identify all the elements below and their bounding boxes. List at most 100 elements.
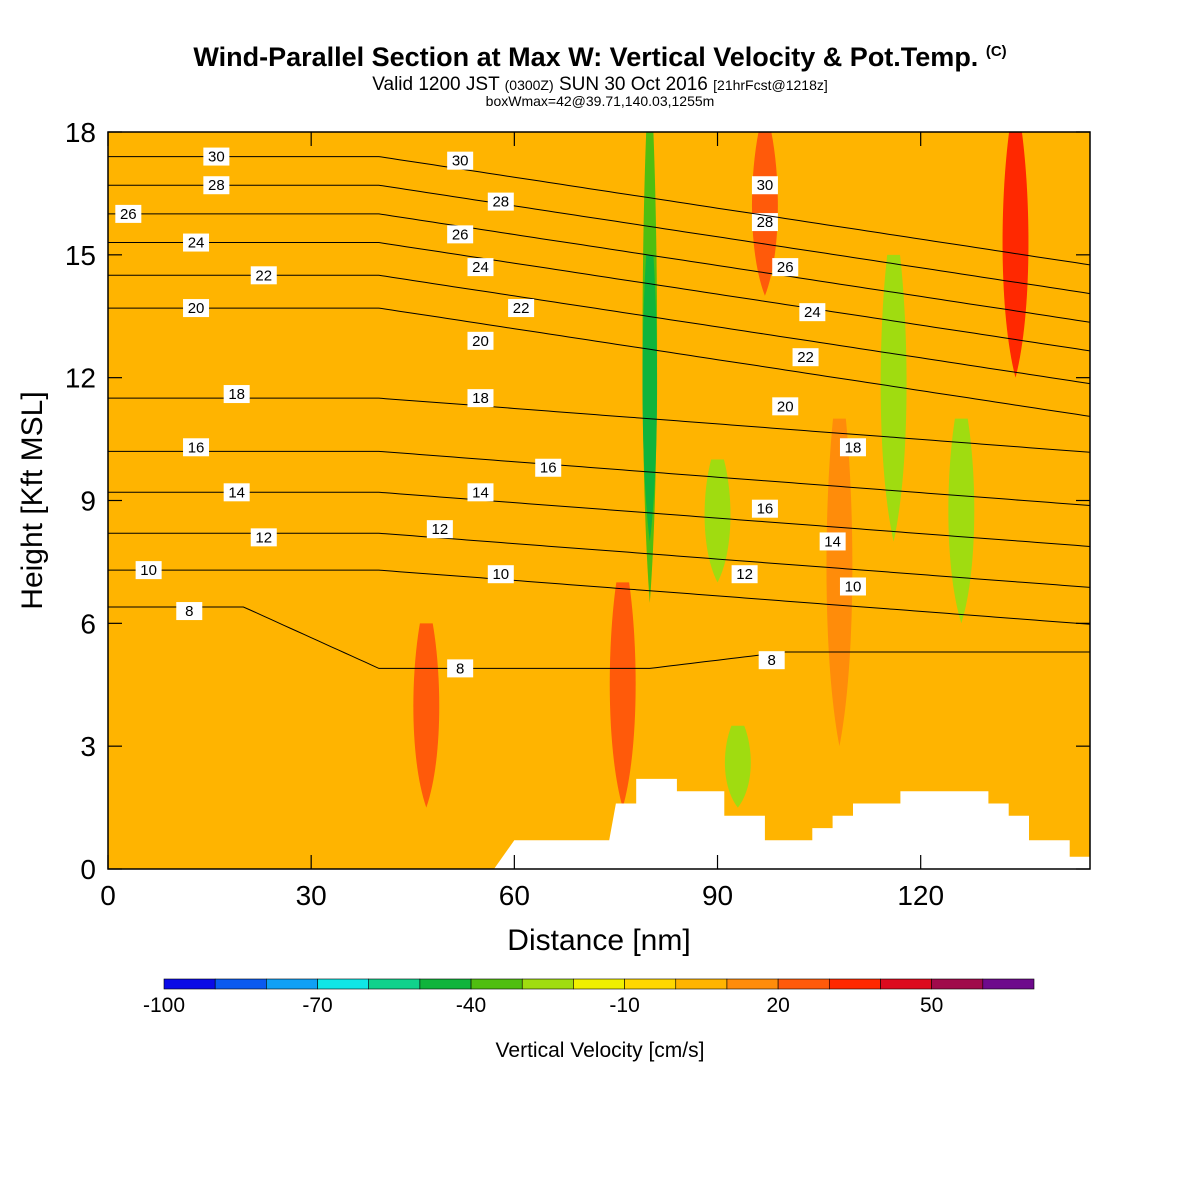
theta-label-26-0: 26: [120, 206, 137, 223]
colorbar-label: Vertical Velocity [cm/s]: [496, 1039, 705, 1062]
y-tick-label-0: 0: [80, 854, 96, 885]
theta-label-16-0: 16: [188, 439, 205, 456]
theta-label-bg-30-1: [447, 151, 474, 170]
chart-subtitle: Valid 1200 JST (0300Z) SUN 30 Oct 2016 […: [372, 74, 828, 95]
theta-label-18-1: 18: [472, 390, 489, 407]
theta-label-bg-28-2: [751, 213, 778, 232]
velocity-band-2: [704, 459, 731, 583]
theta-label-bg-14-1: [467, 483, 494, 502]
colorbar-tick-label-2: -40: [456, 994, 486, 1017]
theta-label-bg-30-0: [203, 147, 230, 166]
colorbar-swatch-5: [419, 978, 472, 990]
theta-label-bg-10-1: [487, 565, 514, 584]
theta-label-bg-16-0: [183, 438, 210, 457]
theta-label-bg-8-1: [447, 659, 474, 678]
theta-contours: 8 8 8 10 10 10 12 12 12 14 14 14 16 16 16 18 18 18 20 20 20 2…: [108, 147, 1090, 678]
colorbar-swatch-7: [521, 978, 574, 990]
theta-label-24-2: 24: [804, 304, 821, 321]
axes: 0 30 60 90 120 0 3 6 9 12 15 18 Distance [nm] Height …: [16, 117, 1090, 957]
theta-label-bg-12-0: [250, 528, 277, 547]
theta-label-12-2: 12: [736, 566, 753, 583]
colorbar-swatch-15: [931, 978, 984, 990]
velocity-band-3: [724, 725, 751, 808]
theta-label-22-2: 22: [797, 349, 814, 366]
theta-label-bg-28-0: [203, 176, 230, 195]
y-tick-label-9: 9: [80, 486, 96, 517]
theta-label-18-2: 18: [845, 439, 862, 456]
colorbar-swatch-8: [573, 978, 625, 990]
colorbar-tick-label-4: 20: [766, 994, 789, 1017]
theta-label-bg-24-0: [183, 233, 210, 252]
theta-label-bg-12-1: [426, 520, 453, 539]
theta-label-bg-18-1: [467, 389, 494, 408]
colorbar-swatch-11: [726, 978, 779, 990]
theta-label-24-0: 24: [188, 235, 205, 252]
theta-line-18: [108, 397, 1090, 453]
colorbar-swatch-3: [317, 978, 370, 990]
theta-line-28: [108, 184, 1090, 295]
theta-label-bg-26-1: [447, 225, 474, 244]
theta-label-26-1: 26: [452, 226, 469, 243]
colorbar-swatch-9: [624, 978, 677, 990]
theta-label-28-0: 28: [208, 177, 225, 194]
colorbar-swatch-10: [675, 978, 728, 990]
theta-label-16-2: 16: [757, 501, 774, 518]
theta-label-24-1: 24: [472, 259, 489, 276]
colorbar-swatch-13: [828, 978, 881, 990]
theta-label-30-2: 30: [757, 177, 774, 194]
theta-label-10-2: 10: [845, 578, 862, 595]
theta-label-12-1: 12: [432, 521, 449, 538]
theta-line-26: [108, 213, 1090, 323]
theta-label-bg-30-2: [751, 176, 778, 195]
theta-label-10-0: 10: [140, 562, 157, 579]
title-mark: (C): [985, 43, 1007, 60]
theta-label-bg-10-2: [839, 577, 866, 596]
theta-label-bg-16-2: [751, 499, 778, 518]
theta-line-20: [108, 307, 1090, 417]
theta-label-bg-14-2: [819, 532, 846, 551]
velocity-band-9: [609, 582, 636, 808]
theta-label-bg-28-1: [487, 192, 514, 211]
theta-label-20-2: 20: [777, 398, 794, 415]
theta-label-bg-8-2: [758, 651, 785, 670]
theta-line-16: [108, 450, 1090, 506]
theta-label-8-0: 8: [185, 603, 193, 620]
x-tick-label-60: 60: [499, 880, 530, 911]
theta-label-20-1: 20: [472, 333, 489, 350]
theta-label-14-1: 14: [472, 484, 489, 501]
colorbar-swatch-6: [470, 978, 523, 990]
theta-label-8-1: 8: [456, 660, 464, 677]
theta-label-30-1: 30: [452, 153, 469, 170]
y-axis-label: Height [Kft MSL]: [16, 391, 49, 609]
theta-label-16-1: 16: [540, 460, 557, 477]
terrain-fill: [108, 778, 1090, 869]
velocity-background: [108, 132, 1090, 869]
theta-label-8-2: 8: [768, 652, 776, 669]
x-tick-label-0: 0: [100, 880, 116, 911]
theta-label-10-1: 10: [492, 566, 509, 583]
theta-line-30: [108, 156, 1090, 266]
y-tick-label-12: 12: [65, 363, 96, 394]
theta-line-8: [108, 606, 1090, 669]
colorbar-swatch-0: [163, 978, 216, 990]
theta-label-bg-16-1: [535, 458, 562, 477]
colorbar-tick-label-5: 50: [920, 994, 943, 1017]
colorbar-swatch-2: [266, 978, 318, 990]
colorbar-swatch-12: [777, 978, 830, 990]
y-tick-label-15: 15: [65, 240, 96, 271]
velocity-band-10: [826, 418, 853, 747]
theta-line-24: [108, 242, 1090, 352]
chart-subtitle-2: boxWmax=42@39.71,140.03,1255m: [485, 93, 715, 109]
theta-label-bg-24-1: [467, 258, 494, 277]
x-tick-label-30: 30: [296, 880, 327, 911]
theta-label-12-0: 12: [255, 529, 272, 546]
theta-label-20-0: 20: [188, 300, 205, 317]
theta-label-bg-20-2: [772, 397, 799, 416]
colorbar-tick-label-3: -10: [609, 994, 639, 1017]
velocity-band-8: [413, 623, 440, 808]
y-tick-label-3: 3: [80, 731, 96, 762]
velocity-band-5: [948, 418, 975, 624]
theta-label-bg-8-0: [176, 602, 203, 621]
theta-label-22-0: 22: [255, 267, 272, 284]
theta-label-bg-18-2: [839, 438, 866, 457]
